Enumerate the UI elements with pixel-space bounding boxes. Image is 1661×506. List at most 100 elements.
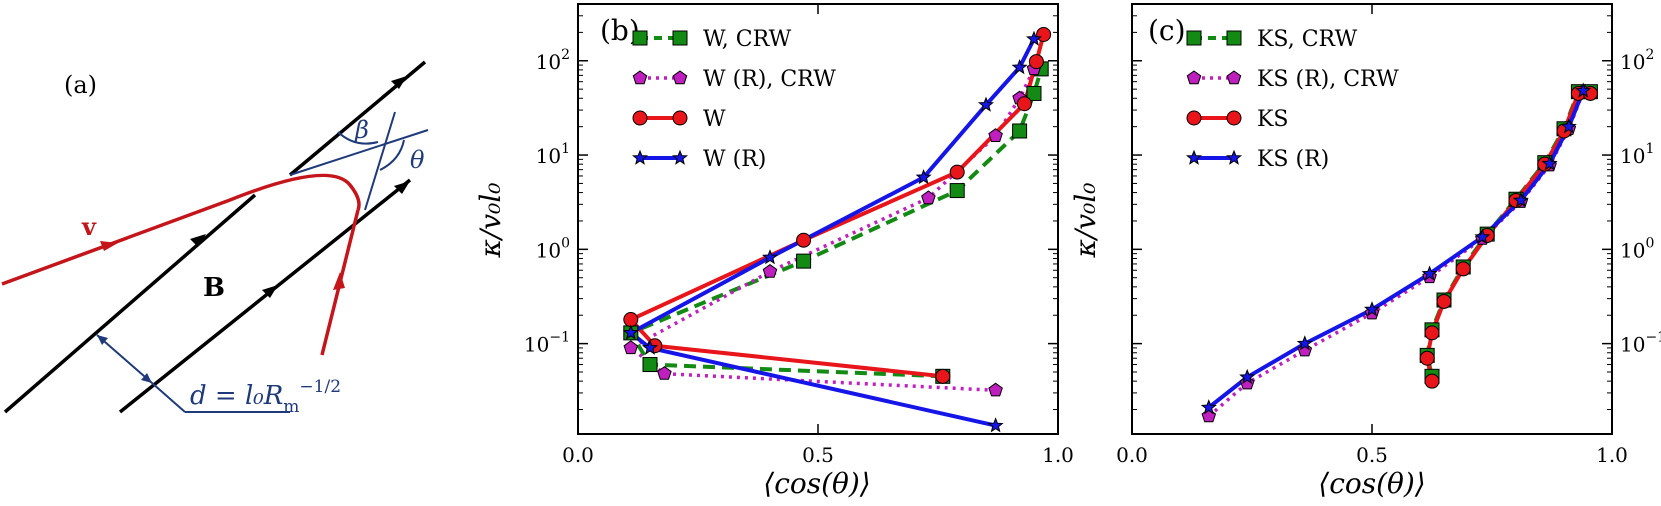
legend-marker: [671, 149, 689, 165]
legend-marker: [631, 149, 649, 165]
angle-line-1: [289, 129, 429, 176]
data-point: [623, 340, 639, 355]
data-point: [622, 324, 639, 340]
data-point: [1424, 373, 1440, 389]
distance-arrowhead-1-icon: [97, 335, 108, 345]
data-point: [949, 164, 965, 180]
x-tick-label: 0.0: [1116, 443, 1148, 467]
field-arrow-2-icon: [262, 285, 278, 298]
beta-label: β: [354, 116, 369, 144]
panel-b-ylabel: κ/v₀l₀: [474, 182, 507, 258]
data-point: [915, 169, 932, 185]
data-point: [988, 382, 1003, 397]
legend-marker: [1186, 70, 1202, 85]
trajectory-arrow-1-icon: [100, 241, 118, 251]
field-arrow-1-icon: [190, 234, 206, 247]
panel-a-label: (a): [64, 71, 97, 99]
panel-b-series: [622, 26, 1052, 433]
data-point: [1239, 368, 1256, 385]
legend-marker: [1185, 149, 1203, 165]
panel-c-xlabel: ⟨cos(θ)⟩: [1318, 467, 1425, 500]
data-point: [657, 366, 672, 380]
field-arrow-3-icon: [394, 181, 410, 194]
data-point: [761, 249, 779, 265]
data-point: [1419, 350, 1435, 366]
data-point: [1011, 59, 1028, 75]
data-point: [1363, 301, 1381, 317]
data-point: [1575, 82, 1592, 98]
y-tick-label: 100: [1620, 235, 1654, 262]
series-line-ks-r: [1207, 90, 1586, 410]
legend-label: KS, CRW: [1257, 27, 1358, 52]
legend-marker: [632, 30, 648, 46]
data-point: [641, 339, 659, 355]
data-point: [1455, 261, 1471, 277]
legend-label: W (R), CRW: [703, 67, 836, 92]
legend-label: W: [703, 107, 726, 132]
panel-c-ylabel: κ/v₀l₀: [1069, 182, 1102, 258]
data-point: [949, 183, 965, 199]
panel-b-legend: W, CRW W (R), CRW W W (R): [631, 27, 836, 172]
legend-marker: [1186, 110, 1202, 126]
x-tick-label: 0.5: [802, 443, 834, 467]
legend-marker: [1226, 30, 1242, 46]
x-tick-label: 1.0: [1596, 443, 1628, 467]
data-point: [1036, 26, 1052, 42]
distance-label: d = l₀Rm−1/2: [190, 377, 341, 417]
legend-marker: [672, 110, 688, 126]
series-line-w: [628, 33, 1046, 379]
series-line-w-r-crw: [629, 68, 1036, 393]
panel-c-label: (c): [1148, 14, 1186, 47]
legend-marker: [672, 30, 688, 46]
velocity-label: v: [81, 212, 97, 241]
data-point: [1541, 155, 1558, 171]
field-arrow-4-icon: [391, 76, 407, 89]
legend-marker: [1226, 110, 1242, 126]
theta-label: θ: [410, 146, 425, 174]
data-point: [935, 368, 951, 384]
y-tick-label: 100: [536, 235, 570, 262]
data-point: [987, 417, 1004, 433]
data-point: [642, 357, 658, 373]
data-point: [1296, 335, 1313, 351]
data-point: [1424, 325, 1440, 341]
legend-label: KS (R): [1257, 147, 1329, 172]
panel-c-series: [1200, 82, 1598, 423]
y-tick-label: 102: [536, 47, 570, 74]
distance-leader: [151, 382, 186, 413]
x-tick-label: 0.5: [1356, 443, 1388, 467]
legend-label: KS: [1257, 107, 1289, 132]
field-line-1: [3, 193, 257, 414]
panel-c-legend: KS, CRW KS (R), CRW KS KS (R): [1185, 27, 1399, 172]
legend-marker: [1226, 70, 1242, 85]
legend-label: KS (R), CRW: [1257, 67, 1399, 92]
theta-arc: [379, 139, 405, 171]
angle-line-2: [364, 111, 396, 211]
panel-a-diagram: (a) v B β θ d = l₀Rm−1/2: [1, 60, 429, 417]
legend-label: W (R): [703, 147, 766, 172]
data-point: [1512, 192, 1529, 208]
trajectory-arrow-2-icon: [333, 272, 345, 290]
field-line-2: [118, 178, 412, 414]
y-tick-label: 10−1: [1620, 330, 1661, 357]
data-point: [1436, 293, 1452, 309]
panel-c-chart: (c) 0.0 0.5 1.0 10−1 100 101 102 KS, CRW KS (R)…: [1069, 3, 1661, 500]
data-point: [796, 253, 812, 269]
data-point: [921, 190, 936, 205]
data-point: [1028, 54, 1044, 70]
legend-marker: [1186, 30, 1202, 46]
panel-b-ticks: 0.0 0.5 1.0 10−1 100 101 102: [524, 3, 1074, 467]
legend-marker: [632, 110, 648, 126]
x-tick-label: 0.0: [562, 443, 594, 467]
data-point: [977, 96, 995, 112]
data-point: [623, 312, 639, 328]
data-point: [1026, 85, 1042, 101]
beta-arc: [337, 131, 379, 145]
data-point: [1560, 118, 1577, 134]
data-point: [1200, 399, 1217, 415]
data-point: [1474, 228, 1491, 244]
y-tick-label: 101: [1620, 141, 1654, 168]
legend-marker: [672, 70, 688, 85]
